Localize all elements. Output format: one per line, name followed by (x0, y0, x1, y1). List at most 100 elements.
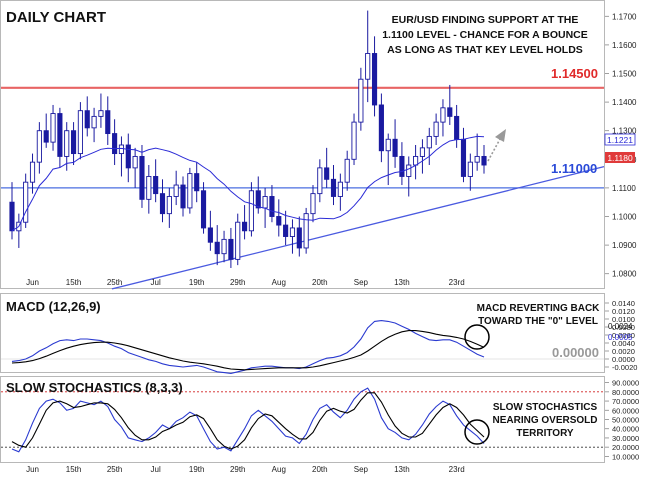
stoch-annotation-line-2: NEARING OVERSOLD (492, 415, 597, 426)
candle-body-53 (371, 53, 378, 106)
candle-35 (248, 182, 254, 237)
candle-15 (112, 119, 118, 166)
candle-body-26 (187, 173, 193, 209)
candle-body-39 (276, 216, 282, 226)
candle-body-43 (303, 213, 309, 249)
candle-3 (29, 153, 36, 194)
macd-tick-label-7: 0.0120 (612, 307, 635, 316)
candle-10 (77, 102, 83, 160)
macd-tick-label-5: 0.0080 (612, 323, 635, 332)
x-label-bottom-6: Aug (272, 465, 286, 474)
price-tick-label-1: 1.0900 (612, 241, 637, 250)
stoch-tick-label-8: 90.0000 (612, 379, 639, 388)
candle-body-18 (132, 155, 138, 169)
candle-body-0 (9, 201, 15, 232)
candle-body-58 (406, 164, 412, 177)
candle-31 (221, 230, 227, 263)
stoch-tick-label-4: 50.0000 (612, 416, 639, 425)
candle-41 (289, 219, 296, 254)
candle-11 (84, 96, 90, 137)
x-label-price-3: Jul (151, 278, 161, 287)
candle-body-7 (57, 113, 63, 157)
macd-tick-label-3: 0.0040 (612, 339, 635, 348)
price-tick-label-2: 1.1000 (612, 213, 637, 222)
candle-16 (118, 136, 125, 177)
x-label-bottom-4: 19th (189, 465, 205, 474)
candle-38 (269, 185, 275, 223)
candle-body-40 (283, 224, 289, 237)
candle-body-60 (419, 147, 426, 157)
candle-68 (474, 133, 480, 171)
candle-63 (440, 99, 446, 137)
stoch-d-line (11, 392, 485, 450)
x-label-bottom-3: Jul (151, 465, 161, 474)
candle-43 (303, 207, 309, 254)
candle-39 (276, 199, 282, 237)
candle-40 (283, 210, 289, 246)
candle-55 (385, 133, 391, 186)
candle-body-30 (214, 241, 220, 255)
candle-46 (324, 147, 330, 188)
candle-body-47 (330, 178, 337, 197)
price-tick-label-8: 1.1600 (612, 41, 637, 50)
candle-body-55 (385, 138, 391, 152)
support-label: 1.11000 (551, 161, 597, 176)
candle-body-62 (433, 121, 439, 137)
candle-body-42 (296, 227, 302, 249)
macd-zero-label: 0.00000 (552, 345, 599, 360)
price-annotation: EUR/USD FINDING SUPPORT AT THE 1.1100 LE… (382, 14, 588, 56)
macd-tick-label-6: 0.0100 (612, 315, 635, 324)
candle-body-5 (43, 130, 49, 143)
x-label-bottom-10: 23rd (449, 465, 465, 474)
candle-51 (358, 67, 364, 131)
stoch-annotation: SLOW STOCHASTICS NEARING OVERSOLD TERRIT… (492, 402, 597, 439)
x-label-bottom-9: 13th (394, 465, 410, 474)
candle-body-20 (146, 176, 152, 200)
projection-arrow (487, 129, 506, 162)
candle-body-33 (235, 221, 241, 260)
candle-body-6 (50, 113, 56, 143)
candle-body-50 (351, 121, 357, 160)
candle-body-63 (440, 107, 446, 123)
candle-32 (228, 227, 234, 268)
candle-17 (125, 133, 131, 183)
candle-body-32 (228, 238, 234, 260)
price-tick-label-7: 1.1500 (612, 70, 637, 79)
macd-annotation-line-2: TOWARD THE "0" LEVEL (478, 316, 598, 327)
x-label-bottom-7: 20th (312, 465, 328, 474)
macd-line (11, 320, 485, 374)
candle-13 (98, 93, 104, 128)
candle-56 (392, 119, 398, 168)
candle-body-2 (23, 181, 29, 223)
candle-body-46 (324, 167, 330, 180)
candle-body-9 (70, 130, 77, 155)
candle-body-21 (153, 176, 159, 195)
candle-54 (378, 93, 384, 163)
candle-body-14 (105, 110, 111, 135)
candle-body-35 (248, 190, 254, 232)
x-axis-labels-bottom: Jun 15th 25th Jul 19th 29th Aug 20th Sep 13th 23rd (26, 465, 465, 474)
candle-64 (447, 84, 453, 125)
x-axis-labels-price: Jun 15th 25th Jul 19th 29th Aug 20th Sep 13th 23rd (26, 278, 465, 287)
candle-24 (173, 170, 179, 206)
stoch-annotation-line-1: SLOW STOCHASTICS (493, 402, 598, 413)
candle-body-68 (474, 155, 480, 163)
moving-average-line (11, 135, 485, 232)
candle-69 (481, 145, 487, 174)
candle-53 (371, 36, 378, 117)
candle-body-49 (344, 158, 350, 183)
candle-body-25 (180, 184, 186, 209)
macd-annotation: MACD REVERTING BACK TOWARD THE "0" LEVEL (477, 303, 601, 327)
macd-tick-label-0: -0.0020 (612, 363, 637, 372)
price-tick-label-0: 1.0800 (612, 270, 637, 279)
candle-body-19 (139, 155, 145, 200)
candle-67 (467, 153, 473, 191)
candle-body-45 (317, 167, 323, 195)
x-label-price-1: 15th (66, 278, 82, 287)
candle-36 (255, 176, 261, 214)
x-label-price-2: 25th (107, 278, 123, 287)
candle-body-12 (91, 115, 97, 129)
price-annotation-line-1: EUR/USD FINDING SUPPORT AT THE (392, 14, 579, 26)
candle-body-3 (29, 161, 36, 183)
